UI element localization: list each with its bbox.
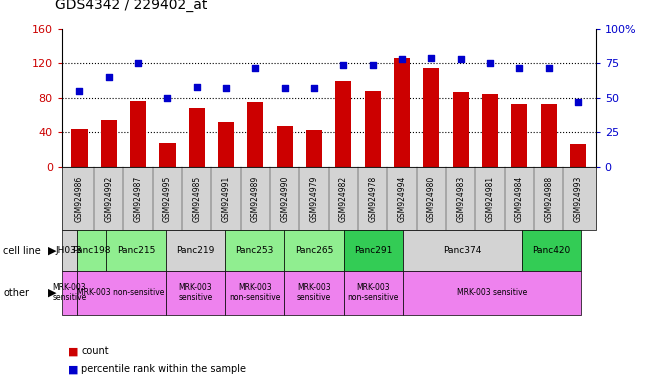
Bar: [247, 102, 264, 167]
Point: [368, 62, 378, 68]
Text: ▶: ▶: [48, 288, 57, 298]
Text: cell line: cell line: [3, 245, 41, 256]
Text: Panc374: Panc374: [443, 246, 481, 255]
Text: other: other: [3, 288, 29, 298]
Bar: [218, 122, 234, 167]
Text: GSM924993: GSM924993: [574, 175, 583, 222]
Text: Panc253: Panc253: [236, 246, 274, 255]
Text: MRK-003
sensitive: MRK-003 sensitive: [178, 283, 212, 303]
Text: GDS4342 / 229402_at: GDS4342 / 229402_at: [55, 0, 208, 12]
Point: [74, 88, 85, 94]
Text: MRK-003
sensitive: MRK-003 sensitive: [297, 283, 331, 303]
Text: Panc265: Panc265: [295, 246, 333, 255]
Text: GSM924983: GSM924983: [456, 175, 465, 222]
Text: Panc198: Panc198: [72, 246, 111, 255]
Bar: [277, 126, 293, 167]
Bar: [394, 58, 410, 167]
Text: GSM924984: GSM924984: [515, 175, 524, 222]
Bar: [130, 101, 146, 167]
Text: Panc291: Panc291: [354, 246, 393, 255]
Point: [485, 60, 495, 66]
Bar: [101, 119, 117, 167]
Text: GSM924994: GSM924994: [398, 175, 407, 222]
Text: GSM924986: GSM924986: [75, 175, 84, 222]
Point: [514, 65, 525, 71]
Text: Panc420: Panc420: [532, 246, 570, 255]
Text: Panc215: Panc215: [117, 246, 155, 255]
Text: GSM924989: GSM924989: [251, 175, 260, 222]
Point: [191, 84, 202, 90]
Point: [456, 56, 466, 62]
Point: [397, 56, 408, 62]
Point: [250, 65, 260, 71]
Text: GSM924990: GSM924990: [281, 175, 289, 222]
Text: GSM924985: GSM924985: [192, 175, 201, 222]
Text: Panc219: Panc219: [176, 246, 214, 255]
Text: MRK-003
non-sensitive: MRK-003 non-sensitive: [348, 283, 399, 303]
Point: [221, 85, 231, 91]
Text: GSM924978: GSM924978: [368, 175, 377, 222]
Text: JH033: JH033: [56, 246, 83, 255]
Bar: [570, 144, 586, 167]
Point: [279, 85, 290, 91]
Text: MRK-003
non-sensitive: MRK-003 non-sensitive: [229, 283, 281, 303]
Point: [426, 55, 437, 61]
Point: [573, 99, 583, 105]
Text: MRK-003 sensitive: MRK-003 sensitive: [457, 288, 527, 297]
Point: [133, 60, 143, 66]
Text: MRK-003 non-sensitive: MRK-003 non-sensitive: [77, 288, 165, 297]
Text: ▶: ▶: [48, 245, 57, 256]
Text: percentile rank within the sample: percentile rank within the sample: [81, 364, 246, 374]
Text: ■: ■: [68, 346, 79, 356]
Text: GSM924979: GSM924979: [310, 175, 318, 222]
Text: GSM924987: GSM924987: [133, 175, 143, 222]
Bar: [423, 68, 439, 167]
Bar: [72, 129, 87, 167]
Point: [339, 62, 349, 68]
Bar: [511, 104, 527, 167]
Bar: [189, 108, 205, 167]
Text: GSM924991: GSM924991: [221, 175, 230, 222]
Text: MRK-003
sensitive: MRK-003 sensitive: [52, 283, 87, 303]
Bar: [541, 104, 557, 167]
Bar: [335, 81, 352, 167]
Point: [104, 74, 114, 80]
Point: [162, 95, 173, 101]
Bar: [482, 94, 498, 167]
Bar: [306, 130, 322, 167]
Point: [544, 65, 554, 71]
Point: [309, 85, 319, 91]
Text: GSM924995: GSM924995: [163, 175, 172, 222]
Bar: [365, 91, 381, 167]
Text: GSM924981: GSM924981: [486, 175, 495, 222]
Bar: [452, 92, 469, 167]
Text: GSM924982: GSM924982: [339, 175, 348, 222]
Text: ■: ■: [68, 364, 79, 374]
Text: GSM924992: GSM924992: [104, 175, 113, 222]
Text: GSM924980: GSM924980: [427, 175, 436, 222]
Text: GSM924988: GSM924988: [544, 175, 553, 222]
Bar: [159, 143, 176, 167]
Text: count: count: [81, 346, 109, 356]
